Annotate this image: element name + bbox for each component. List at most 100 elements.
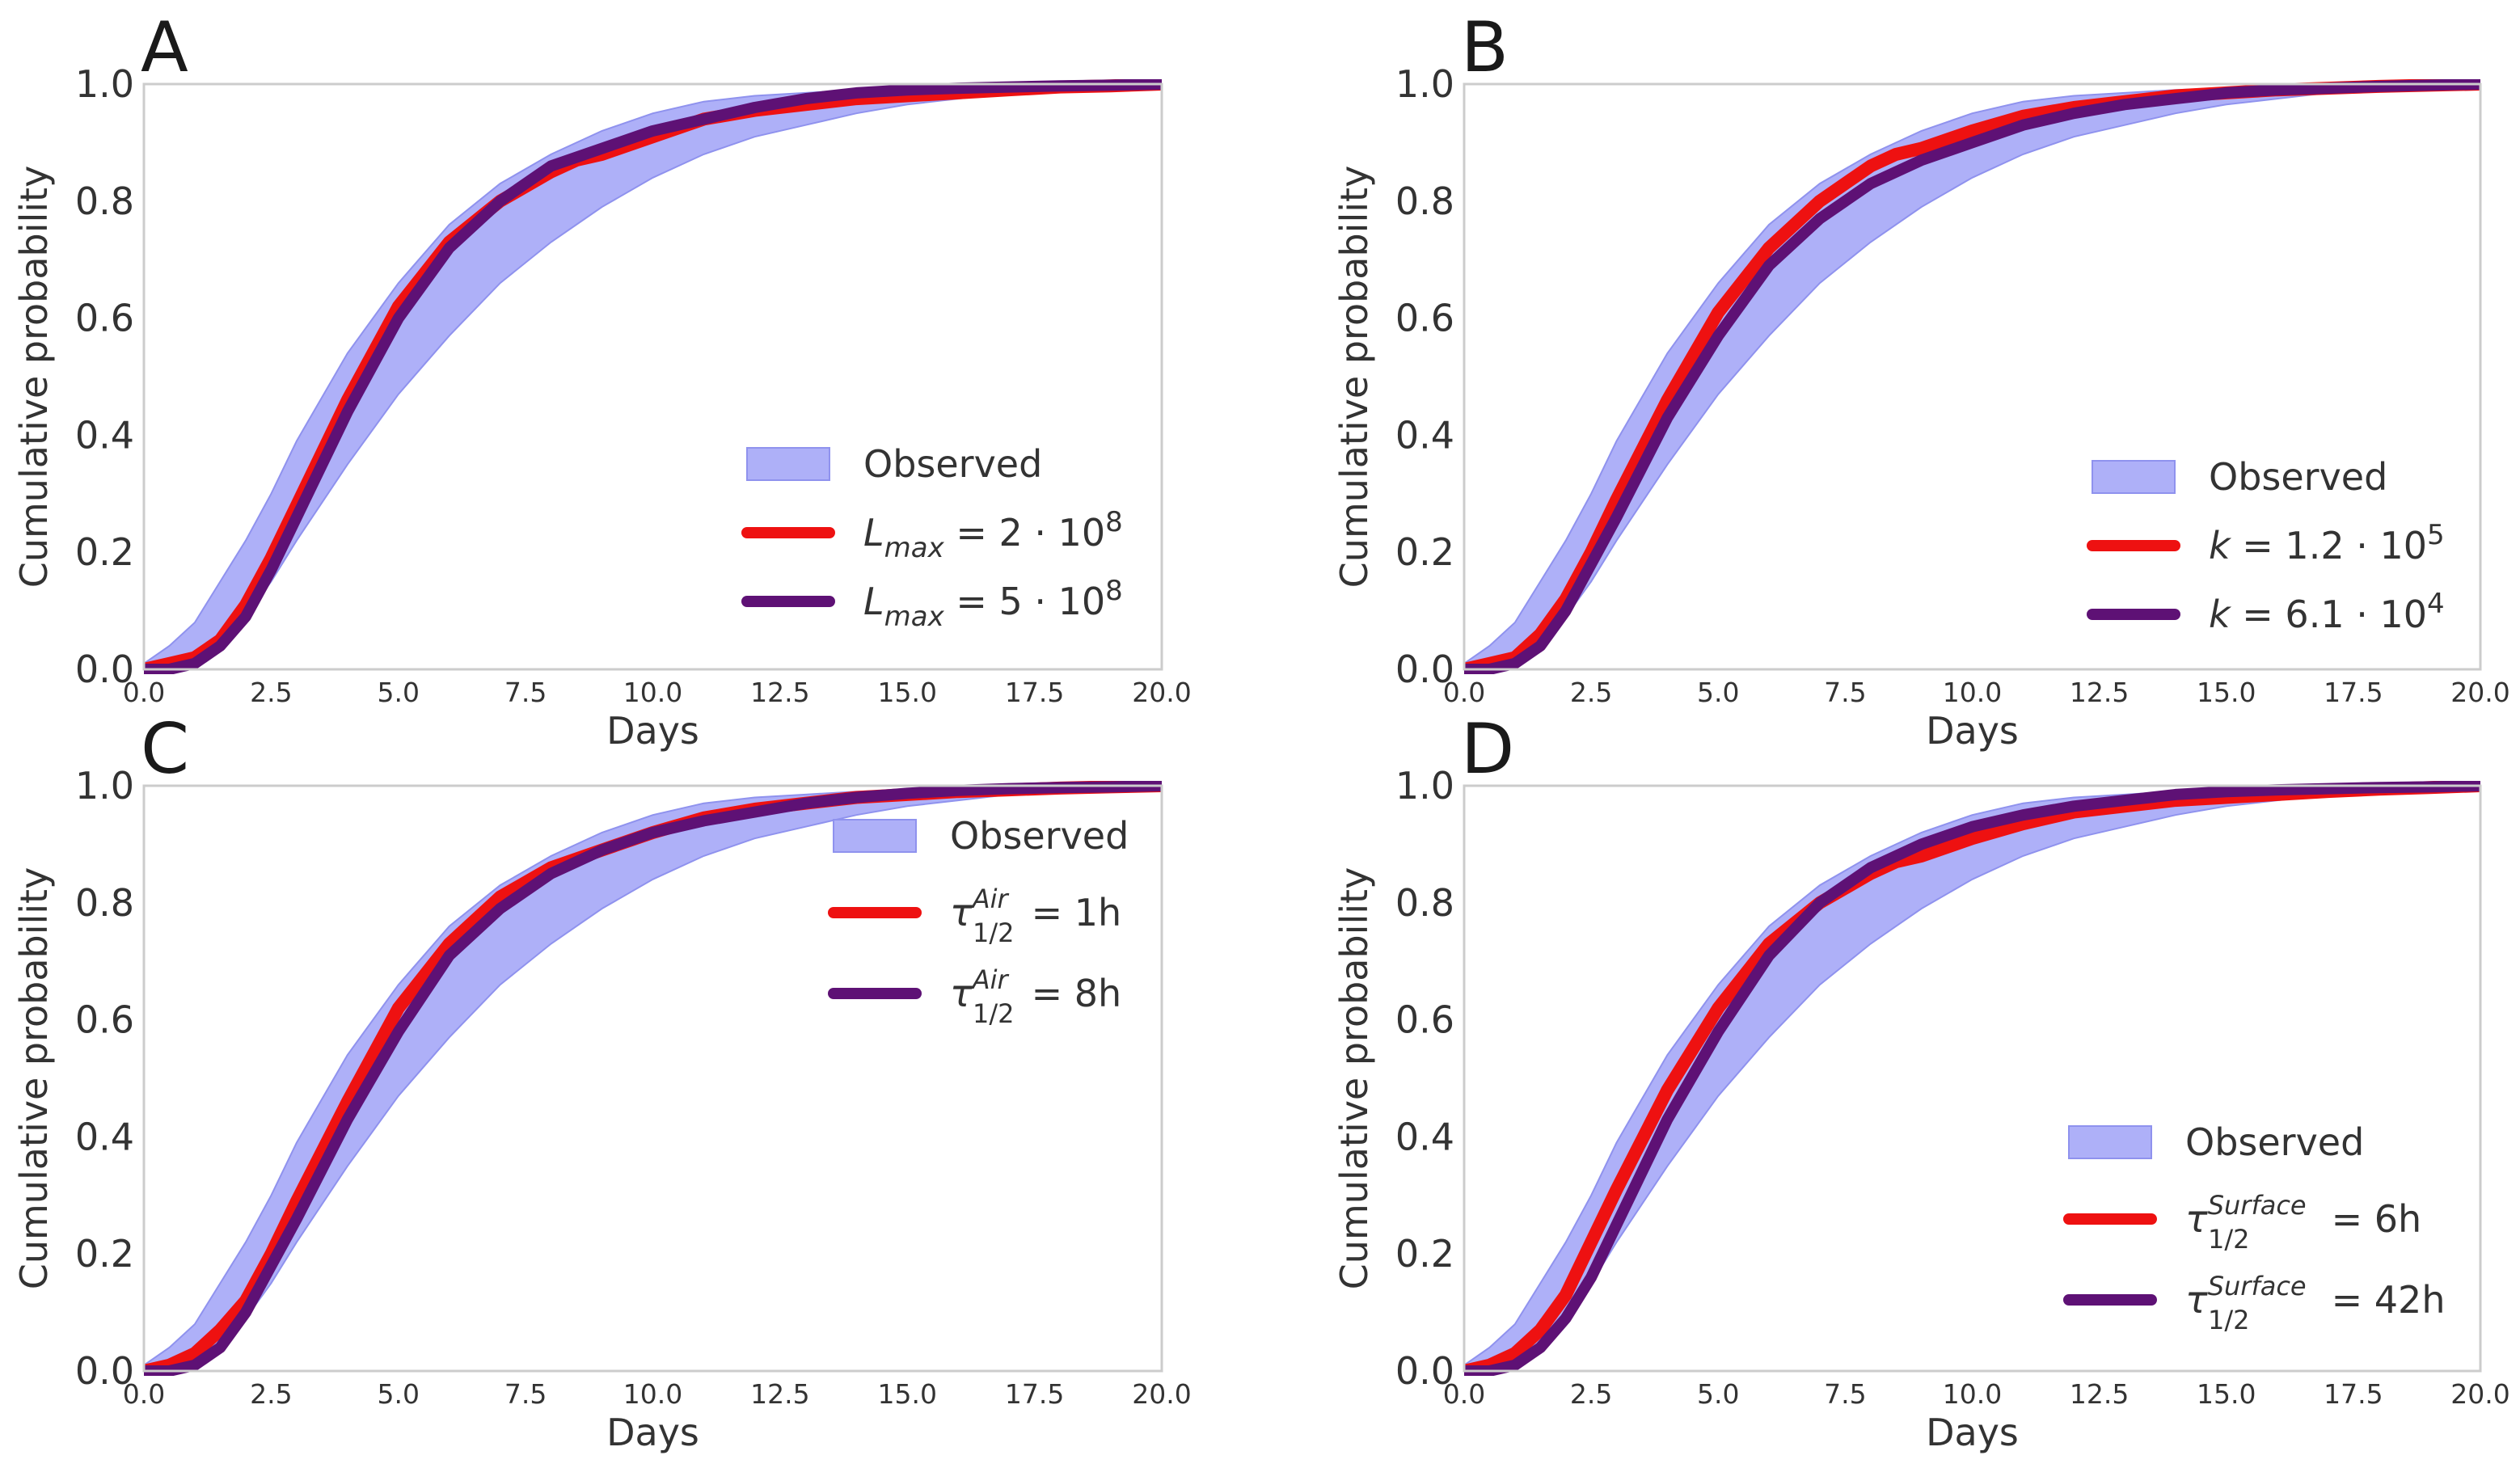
legend-observed-swatch [833, 819, 917, 853]
x-tick-label: 5.0 [1697, 677, 1739, 708]
y-tick-label: 0.4 [75, 413, 134, 457]
y-axis-label: Cumulative probability [12, 166, 56, 588]
y-tick-label: 0.0 [75, 1349, 134, 1393]
x-tick-label: 15.0 [878, 1378, 937, 1410]
legend: Observed Lmax = 2 · 108 Lmax = 5 · 108 [741, 442, 1123, 633]
x-tick-label: 5.0 [1697, 1378, 1739, 1410]
panel-letter: D [1461, 709, 1514, 790]
x-tick-label: 20.0 [2450, 1378, 2509, 1410]
x-tick-label: 17.5 [1005, 1378, 1064, 1410]
y-tick-label: 0.6 [1395, 998, 1454, 1042]
legend-label-1: k = 1.2 · 105 [2209, 519, 2445, 567]
panel-c: 0.0 2.5 5.0 7.5 10.0 12.5 15.0 17.5 20.0 0.0 0.2 0.… [12, 709, 1192, 1454]
legend: Observed τSurface 1/2 = 6h τSurface 1/2 = 42… [2063, 1120, 2445, 1335]
x-tick-label: 7.5 [1824, 677, 1866, 708]
x-tick-label: 17.5 [1005, 677, 1064, 708]
x-tick-label: 12.5 [2070, 677, 2129, 708]
legend-label-2: k = 6.1 · 104 [2209, 588, 2445, 636]
legend-label-2: τSurface 1/2 = 42h [2185, 1271, 2445, 1335]
y-tick-label: 1.0 [75, 764, 134, 808]
panel-letter: A [141, 7, 188, 88]
y-tick-label: 0.6 [1395, 297, 1454, 340]
y-tick-label: 0.0 [1395, 1349, 1454, 1393]
y-tick-label: 0.8 [75, 881, 134, 925]
y-tick-label: 0.4 [1395, 413, 1454, 457]
x-tick-label: 10.0 [1943, 1378, 2002, 1410]
legend-observed-label: Observed [950, 814, 1129, 858]
y-tick-label: 1.0 [75, 62, 134, 106]
y-tick-label: 0.8 [1395, 881, 1454, 925]
x-axis-label: Days [606, 709, 699, 753]
x-tick-label: 0.0 [1443, 677, 1485, 708]
x-tick-label: 20.0 [1132, 1378, 1191, 1410]
x-tick-label: 10.0 [623, 677, 682, 708]
legend: Observed k = 1.2 · 105 k = 6.1 · 104 [2087, 455, 2445, 636]
y-tick-label: 0.4 [1395, 1115, 1454, 1158]
legend-observed-label: Observed [2209, 455, 2387, 499]
panel-a: 0.0 2.5 5.0 7.5 10.0 12.5 15.0 17.5 20.0 0.0 0.2 0.… [12, 7, 1192, 753]
legend-observed-label: Observed [2185, 1120, 2364, 1164]
x-tick-label: 2.5 [250, 1378, 292, 1410]
x-tick-label: 7.5 [504, 677, 547, 708]
legend-observed-swatch [746, 447, 830, 481]
legend-label-2: Lmax = 5 · 108 [863, 575, 1123, 633]
observed-band [1464, 83, 2480, 670]
legend-label-1: τSurface 1/2 = 6h [2185, 1190, 2421, 1255]
x-tick-label: 12.5 [750, 1378, 809, 1410]
x-tick-label: 15.0 [878, 677, 937, 708]
panel-letter: B [1461, 7, 1509, 88]
legend-label-2: τAir 1/2 = 8h [950, 964, 1121, 1029]
x-tick-label: 20.0 [1132, 677, 1191, 708]
y-tick-label: 0.4 [75, 1115, 134, 1158]
x-tick-label: 2.5 [250, 677, 292, 708]
x-tick-label: 10.0 [1943, 677, 2002, 708]
observed-band [144, 785, 1162, 1372]
y-tick-label: 0.0 [1395, 648, 1454, 691]
x-tick-label: 20.0 [2450, 677, 2509, 708]
plot-frame [1463, 784, 2482, 1373]
x-tick-label: 17.5 [2324, 677, 2383, 708]
y-tick-label: 0.0 [75, 648, 134, 691]
plot-frame [142, 82, 1163, 671]
series-line-2 [1464, 781, 2480, 1376]
x-tick-label: 7.5 [504, 1378, 547, 1410]
legend-observed-swatch [2068, 1125, 2152, 1159]
legend: Observed τAir 1/2 = 1h τAir 1/2 = 8h [828, 814, 1129, 1029]
y-tick-label: 0.8 [1395, 179, 1454, 223]
x-tick-label: 17.5 [2324, 1378, 2383, 1410]
x-tick-label: 0.0 [1443, 1378, 1485, 1410]
plot-frame [142, 784, 1163, 1373]
series-line-2 [144, 781, 1162, 1376]
y-tick-label: 0.2 [75, 1232, 134, 1276]
series-line-2 [144, 79, 1162, 674]
x-tick-label: 2.5 [1570, 1378, 1612, 1410]
x-tick-label: 0.0 [123, 677, 165, 708]
y-tick-label: 0.2 [75, 530, 134, 574]
x-tick-label: 10.0 [623, 1378, 682, 1410]
x-tick-label: 0.0 [123, 1378, 165, 1410]
x-tick-label: 5.0 [378, 1378, 420, 1410]
legend-observed-label: Observed [863, 442, 1042, 486]
panel-d: 0.0 2.5 5.0 7.5 10.0 12.5 15.0 17.5 20.0 0.0 0.2 0.… [1332, 709, 2510, 1454]
y-axis-label: Cumulative probability [12, 867, 56, 1290]
x-tick-label: 15.0 [2197, 677, 2256, 708]
y-tick-label: 0.8 [75, 179, 134, 223]
x-tick-label: 7.5 [1824, 1378, 1866, 1410]
panel-letter: C [141, 709, 189, 790]
x-tick-label: 15.0 [2197, 1378, 2256, 1410]
x-axis-label: Days [1926, 709, 2019, 753]
x-tick-label: 2.5 [1570, 677, 1612, 708]
x-tick-label: 12.5 [750, 677, 809, 708]
x-axis-label: Days [1926, 1411, 2019, 1454]
legend-observed-swatch [2092, 460, 2176, 494]
series-line-2 [1464, 79, 2480, 674]
legend-label-1: Lmax = 2 · 108 [863, 506, 1123, 564]
y-axis-label: Cumulative probability [1332, 867, 1376, 1290]
panel-b: 0.0 2.5 5.0 7.5 10.0 12.5 15.0 17.5 20.0 0.0 0.2 0.… [1332, 7, 2510, 753]
x-tick-label: 5.0 [378, 677, 420, 708]
y-axis-label: Cumulative probability [1332, 166, 1376, 588]
y-tick-label: 0.2 [1395, 1232, 1454, 1276]
y-tick-label: 0.2 [1395, 530, 1454, 574]
y-tick-label: 1.0 [1395, 764, 1454, 808]
